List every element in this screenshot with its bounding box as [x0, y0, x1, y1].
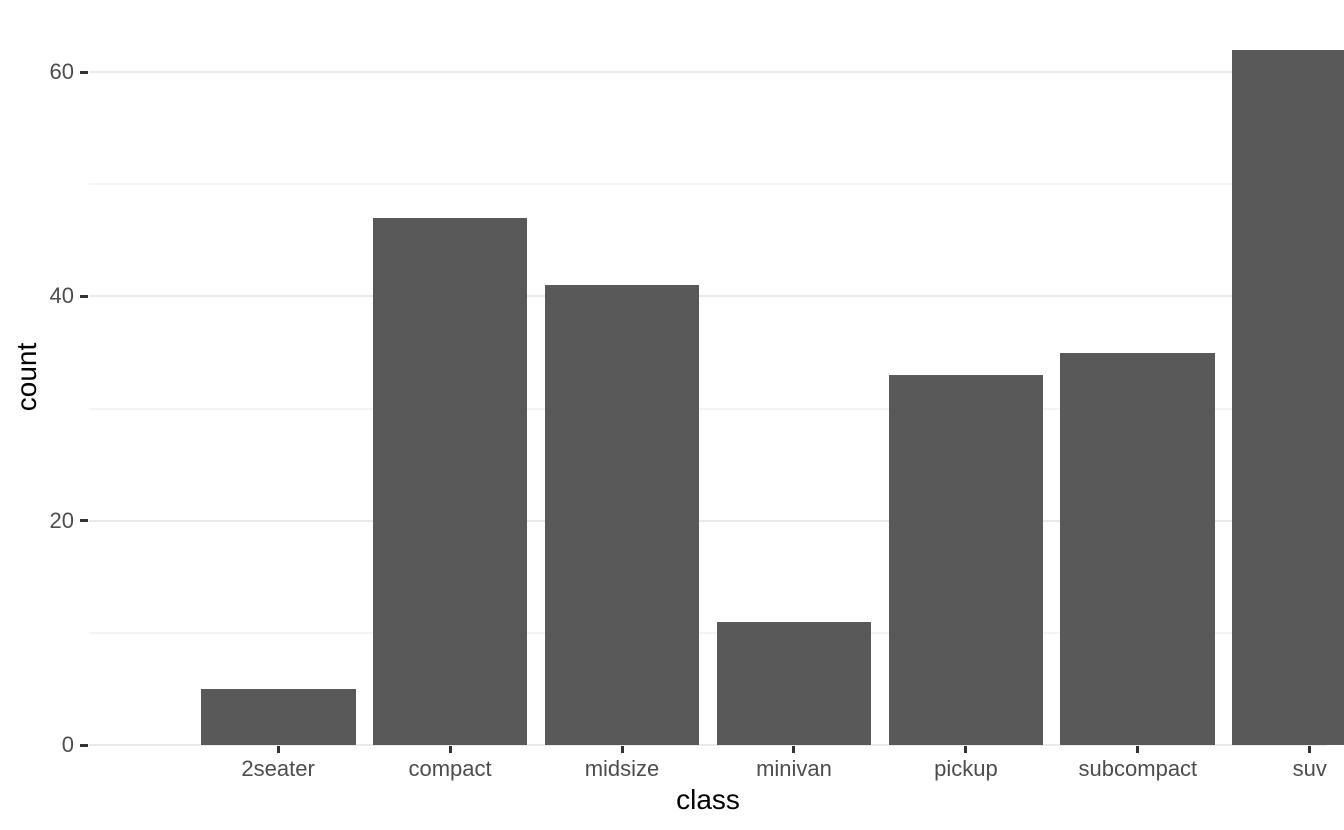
y-tick-mark-20 — [80, 519, 88, 523]
x-tick-mark-2seater — [276, 746, 280, 753]
x-tick-label-subcompact: subcompact — [1078, 756, 1198, 781]
gridline-major-y20 — [89, 519, 1327, 522]
plot-panel — [89, 15, 1344, 746]
x-tick-label-suv: suv — [1292, 756, 1327, 781]
x-tick-mark-compact — [448, 746, 452, 753]
gridline-minor-y30 — [89, 407, 1327, 410]
y-tick-label-20: 20 — [49, 507, 74, 533]
bar-subcompact — [1060, 352, 1216, 745]
bar-2seater — [200, 688, 356, 745]
y-tick-label-0: 0 — [61, 732, 74, 757]
x-tick-label-compact: compact — [408, 756, 492, 781]
y-axis-title: count — [11, 342, 42, 412]
gridline-major-y60 — [89, 71, 1327, 74]
bar-minivan — [716, 621, 872, 745]
gridline-major-y40 — [89, 295, 1327, 298]
x-tick-mark-subcompact — [1136, 746, 1140, 753]
x-tick-mark-midsize — [620, 746, 624, 753]
x-tick-mark-pickup — [964, 746, 968, 753]
bar-pickup — [888, 374, 1044, 745]
x-tick-label-2seater: 2seater — [241, 756, 315, 781]
x-axis-title: class — [676, 784, 740, 815]
y-tick-mark-0 — [80, 743, 88, 747]
gridline-major-y0 — [89, 744, 1327, 746]
bar-suv — [1232, 49, 1344, 745]
y-tick-label-60: 60 — [49, 59, 74, 85]
y-tick-label-40: 40 — [49, 283, 74, 309]
gridline-minor-y50 — [89, 183, 1327, 186]
bar-midsize — [544, 285, 700, 745]
x-tick-label-minivan: minivan — [756, 756, 832, 781]
x-tick-mark-suv — [1308, 746, 1312, 753]
x-tick-mark-minivan — [792, 746, 796, 753]
gridline-minor-y10 — [89, 631, 1327, 634]
x-tick-label-midsize: midsize — [584, 756, 660, 781]
y-tick-mark-40 — [80, 294, 88, 298]
bar-compact — [372, 217, 528, 745]
x-tick-label-pickup: pickup — [934, 756, 998, 781]
y-tick-mark-60 — [80, 70, 88, 74]
